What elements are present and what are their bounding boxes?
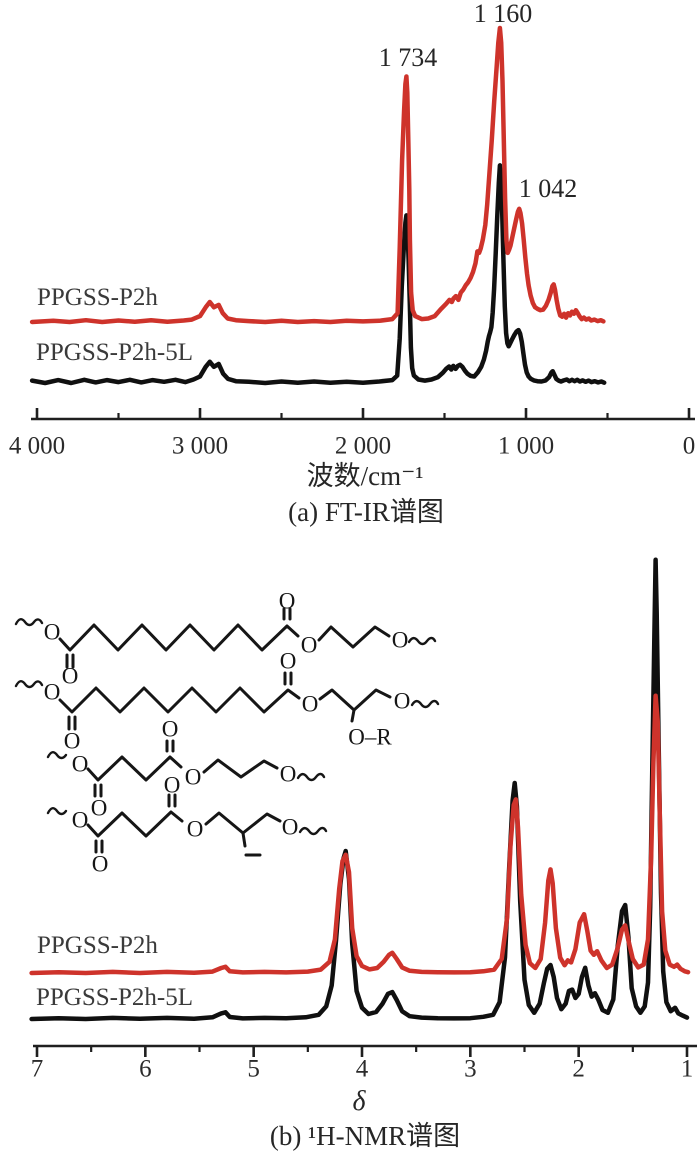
squiggle <box>46 751 68 760</box>
atom-label: O–R <box>348 725 392 750</box>
double-bond <box>283 671 293 686</box>
double-bond <box>94 839 104 854</box>
double-bond <box>167 793 177 808</box>
squiggle <box>296 772 326 782</box>
atom-label: O <box>302 692 319 717</box>
bond-chain <box>318 688 392 712</box>
spectrum-curve-PPGSS-P2h <box>29 693 691 976</box>
double-bond <box>65 653 75 669</box>
bond-chain <box>202 758 279 779</box>
peak-label-1042: 1 042 <box>518 174 578 203</box>
squiggle <box>410 699 440 709</box>
spectrum-curve-PPGSS-P2h-5L <box>29 163 607 386</box>
x-tick-label: 3 000 <box>172 433 228 460</box>
atom-label: O <box>394 689 411 714</box>
x-tick-label: 5 <box>247 1056 260 1083</box>
bond <box>241 831 247 848</box>
ftir-curves <box>29 25 607 386</box>
atom-label: O <box>392 628 409 653</box>
double-bond <box>165 739 175 753</box>
peak-label-1160: 1 160 <box>473 0 533 28</box>
atom-label: O <box>91 796 108 821</box>
atom-label: O <box>164 773 181 798</box>
bond-chain <box>204 811 282 835</box>
bond <box>350 708 356 723</box>
atom-label: O <box>301 633 318 658</box>
squiggle <box>298 826 328 836</box>
x-tick-label: 2 000 <box>335 433 391 460</box>
curve-label-ppgss-p2h-5l-a: PPGSS-P2h-5L <box>36 339 193 366</box>
double-bond <box>93 783 103 798</box>
squiggle <box>14 618 44 627</box>
bond-chain <box>86 810 184 838</box>
atom-label: O <box>44 680 61 705</box>
atom-label: O <box>162 717 179 742</box>
bond-chain <box>317 625 391 649</box>
x-axis-title-ftir: 波数/cm⁻¹ <box>306 461 424 491</box>
double-bond <box>282 607 292 621</box>
atom-label: O <box>187 817 204 842</box>
x-tick-label: 3 <box>464 1056 477 1083</box>
hnmr-curves <box>29 557 691 1022</box>
x-tick-label: 1 <box>681 1056 694 1083</box>
x-axis-title-delta: δ <box>352 1086 366 1117</box>
atom-label: O <box>72 808 89 833</box>
spectrum-curve-PPGSS-P2h <box>29 25 606 325</box>
panel-a-caption: (a) FT-IR谱图 <box>288 497 444 527</box>
chemical-structures <box>14 607 440 857</box>
x-tick-label: 2 <box>572 1056 585 1083</box>
spectrum-curve-PPGSS-P2h-5L <box>29 557 690 1022</box>
x-tick-label: 4 <box>356 1056 369 1083</box>
hnmr-x-axis: 7 6 5 4 3 2 1 <box>31 1044 697 1083</box>
bond-chain <box>58 686 301 714</box>
x-tick-label: 1 000 <box>498 433 554 460</box>
atom-label: O <box>282 815 299 840</box>
atom-label: O <box>279 589 296 614</box>
double-bond <box>67 715 77 731</box>
squiggle <box>46 807 68 816</box>
curve-label-ppgss-p2h-b: PPGSS-P2h <box>37 932 158 959</box>
curve-label-ppgss-p2h-5l-b: PPGSS-P2h-5L <box>36 984 193 1011</box>
atom-label: O <box>92 852 109 877</box>
atom-label: O <box>64 729 81 754</box>
x-tick-label: 4 000 <box>9 433 65 460</box>
peak-label-1734: 1 734 <box>378 43 438 72</box>
atom-label: O <box>185 765 202 790</box>
squiggle <box>14 680 44 689</box>
curve-label-ppgss-p2h-a: PPGSS-P2h <box>37 284 158 311</box>
panel-b-caption: (b) ¹H-NMR谱图 <box>269 1121 461 1151</box>
x-tick-label: 7 <box>31 1056 44 1083</box>
x-tick-label: 0 <box>683 433 696 460</box>
atom-label: O <box>280 762 297 787</box>
bond-chain <box>58 623 300 652</box>
atom-label: O <box>62 664 79 689</box>
x-tick-label: 6 <box>139 1056 152 1083</box>
bond-chain <box>86 755 183 782</box>
atom-label: O <box>280 649 297 674</box>
ftir-x-axis: 4 000 3 000 2 000 1 000 0 <box>9 408 695 460</box>
squiggle <box>407 636 437 646</box>
atom-label: O <box>72 752 89 777</box>
atom-label: O <box>44 620 61 645</box>
